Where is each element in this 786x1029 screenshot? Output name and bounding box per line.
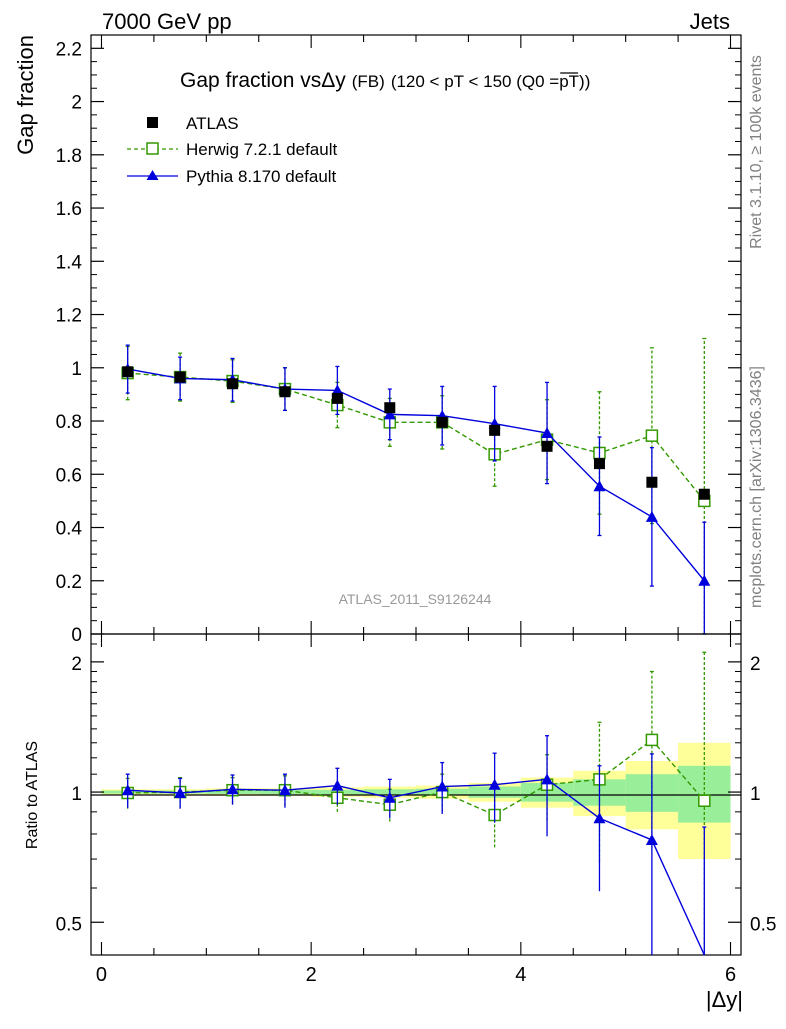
main-y-tick-label: 0.4 <box>56 519 83 540</box>
pythia-point <box>645 510 658 522</box>
ratio-panel: 0.5 0.5 1 1 2 2 0 2 4 6 Ratio to ATLAS |Δy| <box>24 633 776 1012</box>
x-tick-label: 0 <box>96 964 107 986</box>
title-close: )) <box>579 72 590 91</box>
ratio-series-pythia <box>121 735 707 956</box>
main-y-tick-label: 0.2 <box>56 572 82 593</box>
legend-pythia-label: Pythia 8.170 default <box>186 167 337 186</box>
legend: ATLAS Herwig 7.2.1 default Pythia 8.170 … <box>127 114 337 186</box>
ratio-y-tick-label-right: 1 <box>750 784 761 805</box>
pythia-ratio-point <box>226 783 239 795</box>
main-y-tick-label: 2.2 <box>56 39 82 60</box>
ratio-series <box>121 651 711 956</box>
atlas-point <box>593 458 605 470</box>
atlas-point <box>227 378 239 390</box>
ratio-uncertainty-bands <box>101 742 731 860</box>
ratio-y-axis-label: Ratio to ATLAS <box>24 741 41 849</box>
legend-atlas-marker <box>147 117 158 128</box>
legend-entry-atlas: ATLAS <box>147 114 239 133</box>
main-y-tick-label: 1.2 <box>56 306 82 327</box>
atlas-point <box>174 371 186 383</box>
herwig-point <box>645 429 659 442</box>
ratio-y-tick-label-right: 2 <box>750 654 761 675</box>
pythia-ratio-point <box>278 784 291 796</box>
plot-title: Gap fraction vsΔy (FB) (120 < pT < 150 (Q0… <box>180 69 590 92</box>
herwig-line <box>127 372 705 502</box>
main-axes: 0 0.2 0.4 0.6 0.8 1 1.2 1.4 1.6 1.8 2 2.2 <box>56 35 741 646</box>
main-y-tick-label: 1 <box>71 359 82 380</box>
x-tick-label: 6 <box>725 964 736 986</box>
main-y-tick-label: 1.6 <box>56 199 82 220</box>
pythia-ratio-line <box>127 778 705 956</box>
pythia-line <box>127 368 705 582</box>
atlas-point <box>384 402 396 414</box>
atlas-point <box>436 416 448 428</box>
atlas-point <box>279 386 291 398</box>
svg-text:Gap fraction vsΔy(FB)(120 < pT: Gap fraction vsΔy (FB) (120 < pT < 150 (Q0… <box>180 69 590 92</box>
atlas-point <box>489 424 501 436</box>
title-cut: (120 < pT < 150 (Q0 = <box>391 72 559 91</box>
title-delta: Δy <box>321 69 346 92</box>
pythia-ratio-point <box>541 773 554 785</box>
atlas-point <box>698 488 710 500</box>
pythia-point <box>593 480 606 492</box>
pythia-point <box>383 408 396 420</box>
herwig-ratio-point <box>645 733 659 747</box>
pythia-ratio-point <box>488 778 501 790</box>
legend-atlas-label: ATLAS <box>186 114 239 133</box>
herwig-ratio-point <box>698 794 711 807</box>
atlas-point <box>646 476 658 488</box>
pythia-ratio-point <box>174 787 187 799</box>
title-main: Gap fraction vs <box>180 69 321 92</box>
x-tick-label: 2 <box>306 964 317 986</box>
pythia-ratio-point <box>331 779 344 791</box>
pythia-ratio-point <box>645 833 658 845</box>
main-series <box>121 337 711 635</box>
ratio-y-tick-label: 1 <box>71 784 82 805</box>
legend-entry-herwig: Herwig 7.2.1 default <box>127 140 337 159</box>
pythia-point <box>541 427 554 439</box>
main-y-tick-label: 0.8 <box>56 412 82 433</box>
pythia-point <box>331 384 344 396</box>
energy-label: 7000 GeV pp <box>102 9 232 34</box>
x-tick-label: 4 <box>515 964 526 986</box>
ratio-y-tick-label-right: 0.5 <box>750 914 776 935</box>
main-y-tick-label: 0 <box>71 625 82 646</box>
mcplots-label: mcplots.cern.ch [arXiv:1306.3436] <box>748 366 765 608</box>
title-fb: (FB) <box>352 72 385 91</box>
rivet-label: Rivet 3.1.10, ≥ 100k events <box>748 55 765 249</box>
pythia-point <box>698 574 711 586</box>
pythia-ratio-point <box>593 812 606 824</box>
ratio-y-tick-label: 2 <box>71 654 82 675</box>
legend-entry-pythia: Pythia 8.170 default <box>127 167 337 186</box>
main-y-tick-label: 0.6 <box>56 465 82 486</box>
main-panel: 0 0.2 0.4 0.6 0.8 1 1.2 1.4 1.6 1.8 2 2.2 Gap fract… <box>13 34 742 646</box>
ratio-axes: 0.5 0.5 1 1 2 2 0 2 4 6 <box>56 634 776 986</box>
series-herwig <box>121 337 711 635</box>
legend-herwig-marker <box>146 142 159 155</box>
analysis-watermark: ATLAS_2011_S9126244 <box>339 591 492 607</box>
main-y-axis-label: Gap fraction <box>13 35 38 155</box>
pythia-ratio-point <box>383 791 396 803</box>
main-y-tick-label: 2 <box>71 93 82 114</box>
series-data <box>122 366 710 500</box>
main-y-tick-label: 1.8 <box>56 146 82 167</box>
pythia-ratio-point <box>121 784 134 796</box>
legend-pythia-marker <box>146 170 159 180</box>
pythia-ratio-point <box>436 780 449 792</box>
atlas-point <box>122 366 134 378</box>
title-overline-pt: pT <box>559 72 579 91</box>
x-axis-label: |Δy| <box>706 987 743 1012</box>
main-y-tick-label: 1.4 <box>56 252 83 273</box>
category-label: Jets <box>690 9 730 34</box>
ratio-y-tick-label: 0.5 <box>56 914 82 935</box>
atlas-point <box>541 440 553 452</box>
atlas-point <box>331 392 343 404</box>
legend-herwig-label: Herwig 7.2.1 default <box>186 140 337 159</box>
